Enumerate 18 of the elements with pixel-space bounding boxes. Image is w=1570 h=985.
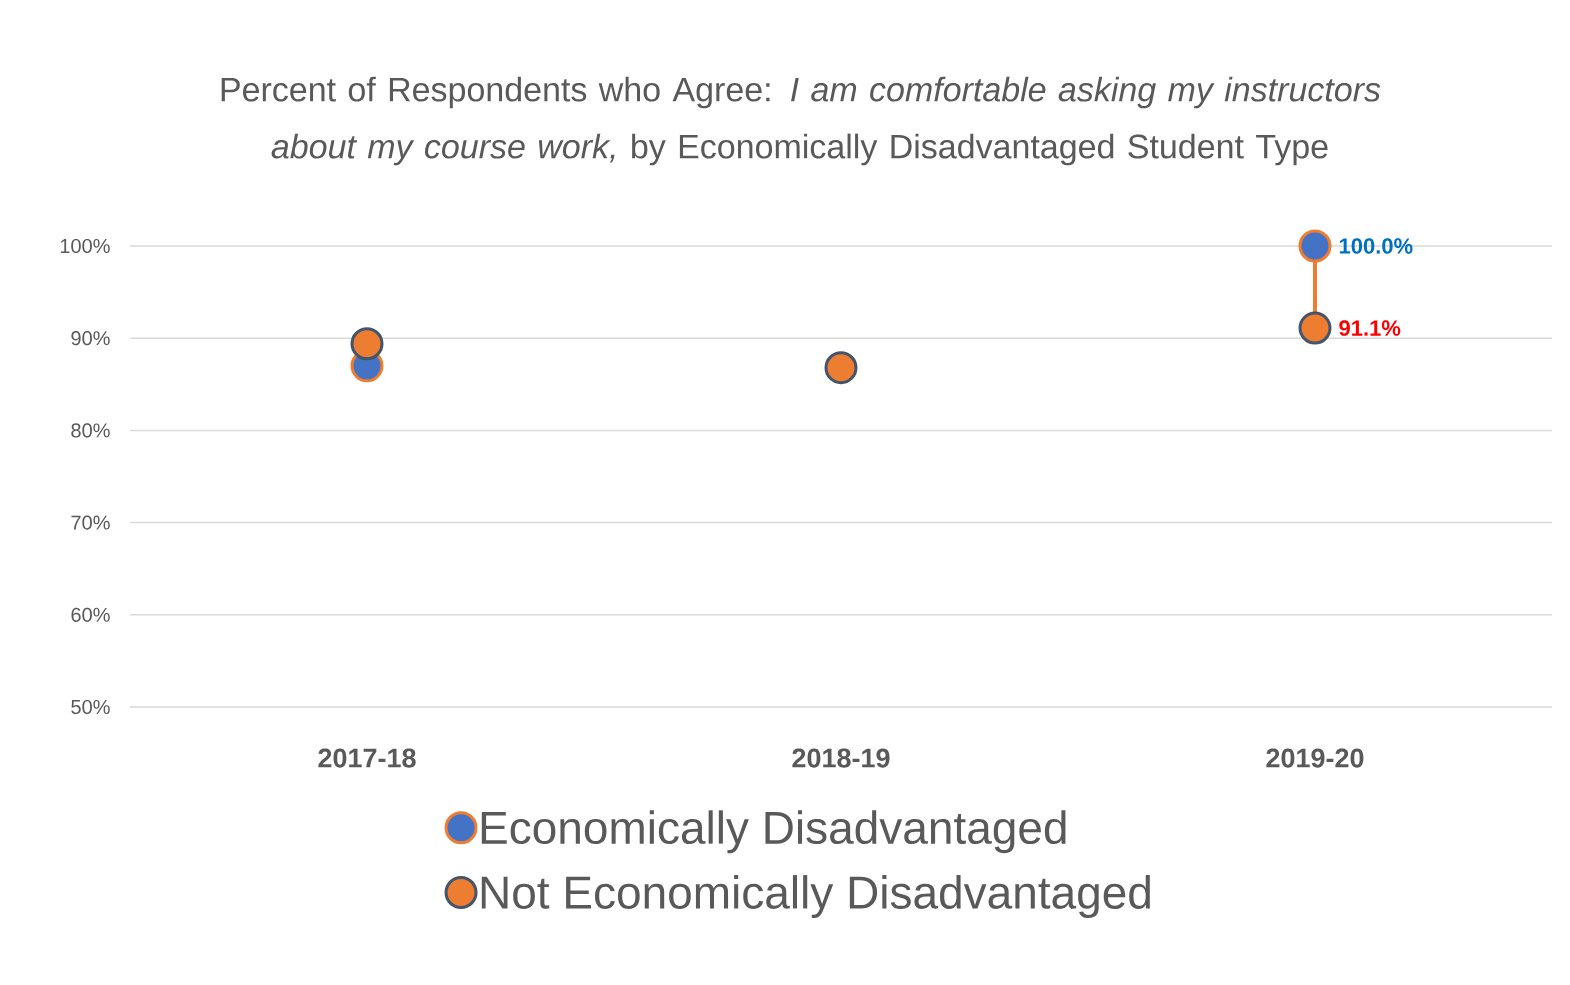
x-tick-label: 2017-18 <box>318 748 416 768</box>
y-tick-label: 90% <box>71 331 110 346</box>
x-tick-label: 2018-19 <box>792 748 890 768</box>
legend-label: Economically Disadvantaged <box>481 810 1066 854</box>
legend-label: Not Economically Disadvantaged <box>481 875 1150 918</box>
point <box>1298 311 1332 345</box>
point <box>350 327 384 361</box>
y-tick-label: 50% <box>71 699 110 715</box>
point <box>824 351 858 385</box>
chart-title: Percent of Respondents who Agree: I am comfortable asking my instructors about my course work, by Economically Disadvantaged Student Type <box>221 76 1381 166</box>
data-label: 91.1% <box>1339 320 1401 336</box>
y-tick-label: 100% <box>60 238 110 254</box>
point <box>1298 229 1332 263</box>
y-tick-label: 60% <box>71 607 110 622</box>
y-tick-label: 80% <box>71 423 110 438</box>
data-label: 100.0% <box>1339 238 1413 254</box>
x-tick-label: 2019-20 <box>1266 748 1364 768</box>
y-tick-label: 70% <box>71 515 110 530</box>
